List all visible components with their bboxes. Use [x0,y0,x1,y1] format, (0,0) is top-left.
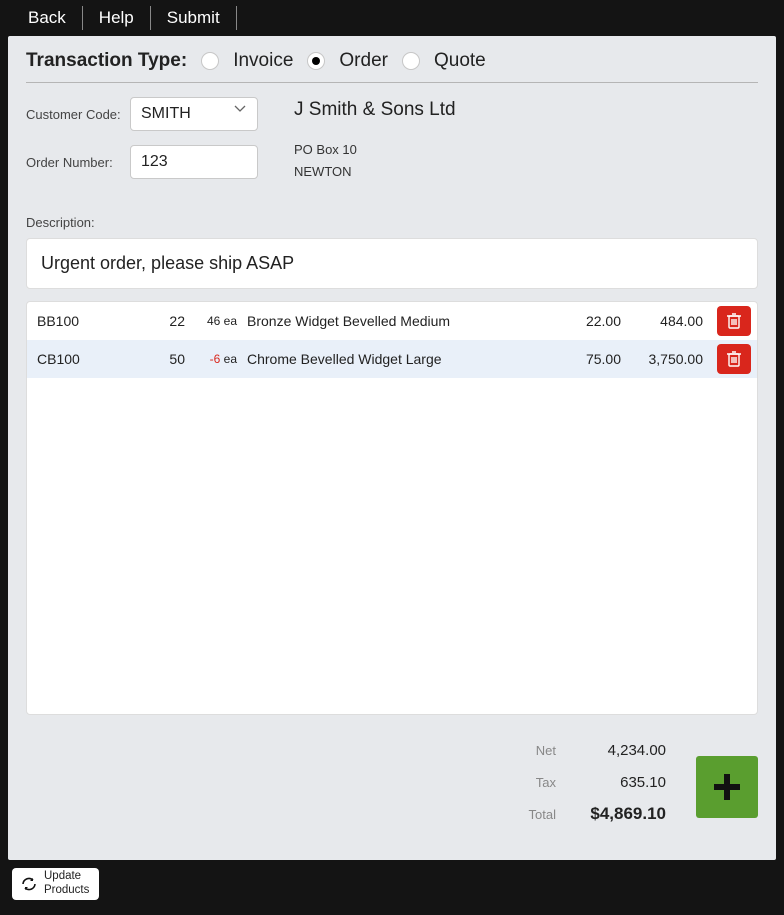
description-label: Description: [26,215,758,230]
radio-order[interactable] [307,52,325,70]
customer-code-label: Customer Code: [26,107,130,122]
line-code: BB100 [37,313,127,329]
order-number-value: 123 [141,153,168,171]
update-products-button[interactable]: Update Products [12,868,99,900]
line-item-row[interactable]: BB1002246 eaBronze Widget Bevelled Mediu… [27,302,757,340]
update-products-text2: Products [44,884,89,897]
radio-invoice-label: Invoice [233,50,293,72]
customer-code-value: SMITH [141,105,191,123]
radio-quote[interactable] [402,52,420,70]
transaction-type-row: Transaction Type: Invoice Order Quote [26,50,758,83]
plus-icon [710,770,744,804]
line-stock: 46 ea [197,314,247,328]
line-item-row[interactable]: CB10050-6 eaChrome Bevelled Widget Large… [27,340,757,378]
total-label: Total [466,807,576,822]
line-price: 22.00 [541,313,621,329]
line-code: CB100 [37,351,127,367]
page-body: Transaction Type: Invoice Order Quote Cu… [8,36,776,860]
help-button[interactable]: Help [83,4,150,32]
line-items-table: BB1002246 eaBronze Widget Bevelled Mediu… [26,301,758,715]
radio-order-label: Order [339,50,388,72]
chevron-down-icon [233,104,247,114]
company-name: J Smith & Sons Ltd [294,99,456,121]
delete-line-button[interactable] [717,306,751,336]
order-number-input[interactable]: 123 [130,145,258,179]
line-qty: 50 [127,351,197,367]
add-line-button[interactable] [696,756,758,818]
submit-button[interactable]: Submit [151,4,236,32]
line-description: Chrome Bevelled Widget Large [247,351,541,367]
tax-label: Tax [466,775,576,790]
order-number-label: Order Number: [26,155,130,170]
customer-code-select[interactable]: SMITH [130,97,258,131]
transaction-type-label: Transaction Type: [26,50,187,72]
line-price: 75.00 [541,351,621,367]
tax-value: 635.10 [576,774,666,791]
address-line1: PO Box 10 [294,139,456,161]
update-products-text1: Update [44,870,89,883]
top-toolbar: Back Help Submit [0,0,784,36]
toolbar-divider [236,6,237,30]
radio-quote-label: Quote [434,50,486,72]
trash-icon [726,312,742,330]
header-form: Customer Code: SMITH Order Number: 123 J… [26,83,758,193]
trash-icon [726,350,742,368]
bottom-toolbar: Update Products [0,860,784,907]
net-value: 4,234.00 [576,742,666,759]
net-label: Net [466,743,576,758]
total-value: $4,869.10 [576,804,666,824]
line-description: Bronze Widget Bevelled Medium [247,313,541,329]
line-stock: -6 ea [197,352,247,366]
back-button[interactable]: Back [12,4,82,32]
line-qty: 22 [127,313,197,329]
refresh-icon [20,875,38,893]
radio-invoice[interactable] [201,52,219,70]
address-line2: NEWTON [294,161,456,183]
line-total: 3,750.00 [621,351,711,367]
line-total: 484.00 [621,313,711,329]
description-input[interactable]: Urgent order, please ship ASAP [26,238,758,289]
totals-panel: Net 4,234.00 Tax 635.10 Total $4,869.10 [466,734,666,830]
delete-line-button[interactable] [717,344,751,374]
